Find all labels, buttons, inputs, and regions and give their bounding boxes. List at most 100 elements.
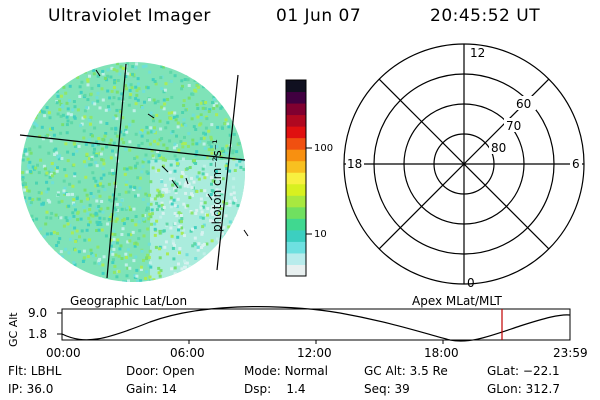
status-gcalt: GC Alt: 3.5 Re — [364, 364, 448, 378]
globe-speckle-pixel — [242, 211, 245, 214]
globe-speckle-pixel — [231, 273, 235, 277]
globe-speckle-pixel — [91, 254, 95, 258]
globe-speckle-pixel — [128, 89, 132, 92]
globe-speckle-pixel — [237, 275, 241, 278]
globe-speckle-pixel — [26, 164, 30, 168]
globe-speckle-pixel — [100, 228, 104, 232]
globe-speckle-pixel — [61, 104, 65, 108]
globe-speckle-pixel — [95, 154, 99, 158]
globe-speckle-pixel — [175, 62, 179, 66]
globe-speckle-pixel — [108, 142, 112, 146]
globe-speckle-pixel — [243, 254, 245, 258]
globe-speckle-pixel — [56, 166, 59, 170]
globe-speckle-pixel — [47, 111, 51, 115]
globe-speckle-pixel — [149, 180, 153, 184]
globe-speckle-pixel — [55, 151, 59, 155]
globe-speckle-pixel — [201, 167, 205, 171]
colorbar-ticks — [306, 147, 312, 235]
globe-speckle-pixel — [205, 242, 209, 246]
globe-speckle-pixel — [147, 256, 151, 259]
globe-speckle-pixel — [125, 206, 129, 210]
globe-speckle-pixel — [68, 84, 72, 88]
globe-speckle-pixel — [169, 226, 173, 230]
globe-speckle-pixel — [132, 188, 136, 191]
globe-speckle-pixel — [211, 212, 215, 216]
globe-speckle-pixel — [210, 123, 214, 127]
globe-speckle-pixel — [126, 248, 130, 252]
globe-speckle-pixel — [92, 176, 96, 180]
globe-speckle-pixel — [87, 118, 91, 122]
globe-speckle-pixel — [160, 203, 164, 207]
globe-speckle-pixel — [227, 109, 231, 113]
globe-speckle-pixel — [101, 210, 105, 214]
globe-speckle-pixel — [146, 86, 150, 90]
status-dsp-label: Dsp: — [244, 382, 272, 396]
globe-speckle-pixel — [227, 84, 231, 88]
globe-speckle-pixel — [202, 85, 206, 89]
globe-speckle-pixel — [202, 101, 206, 105]
globe-speckle-pixel — [65, 101, 69, 105]
globe-speckle-pixel — [150, 149, 154, 153]
globe-speckle-pixel — [211, 148, 214, 152]
globe-speckle-pixel — [91, 101, 95, 105]
globe-speckle-pixel — [142, 234, 146, 238]
globe-speckle-pixel — [67, 251, 71, 255]
globe-speckle-pixel — [155, 113, 159, 117]
globe-speckle-pixel — [175, 214, 179, 218]
globe-speckle-pixel — [238, 159, 242, 163]
globe-speckle-pixel — [194, 128, 198, 131]
status-glon-label: GLon: — [487, 382, 522, 396]
status-gcalt-label: GC Alt: — [364, 364, 406, 378]
globe-speckle-pixel — [195, 142, 199, 146]
globe-speckle-pixel — [202, 278, 206, 282]
globe-speckle-pixel — [229, 192, 233, 196]
globe-speckle-pixel — [185, 253, 189, 257]
globe-speckle-pixel — [89, 92, 93, 96]
globe-speckle-pixel — [73, 105, 77, 109]
globe-speckle-pixel — [62, 179, 66, 183]
globe-speckle-pixel — [94, 211, 98, 215]
globe-speckle-pixel — [199, 201, 203, 205]
globe-speckle-pixel — [62, 70, 66, 74]
globe-speckle-pixel — [152, 278, 156, 282]
globe-speckle-pixel — [207, 66, 211, 70]
globe-speckle-pixel — [25, 152, 29, 156]
globe-speckle-pixel — [49, 79, 53, 83]
globe-speckle-pixel — [30, 104, 34, 108]
globe-speckle-pixel — [70, 231, 74, 235]
globe-speckle-pixel — [212, 106, 216, 110]
globe-speckle-pixel — [180, 171, 184, 174]
globe-speckle-pixel — [119, 110, 123, 114]
globe-speckle-pixel — [55, 101, 59, 105]
globe-speckle-pixel — [50, 211, 54, 215]
globe-speckle-pixel — [42, 70, 46, 74]
globe-speckle-pixel — [122, 141, 126, 145]
globe-speckle-pixel — [27, 119, 31, 123]
globe-speckle-pixel — [41, 75, 45, 78]
globe-speckle-pixel — [114, 208, 118, 212]
globe-speckle-pixel — [23, 241, 27, 245]
globe-speckle-pixel — [194, 257, 198, 260]
globe-speckle-pixel — [174, 191, 178, 195]
globe-speckle-pixel — [93, 126, 97, 130]
grid-latitude-line — [19, 134, 246, 161]
globe-speckle-pixel — [194, 89, 198, 93]
globe-speckle-pixel — [72, 283, 75, 286]
globe-speckle-pixel — [99, 152, 103, 156]
globe-speckle-pixel — [142, 90, 146, 93]
globe-speckle-pixel — [131, 230, 135, 234]
status-seq-value: 39 — [394, 382, 410, 396]
globe-speckle-pixel — [73, 226, 77, 230]
globe-speckle-pixel — [21, 177, 24, 181]
globe-speckle-pixel — [158, 193, 162, 197]
globe-speckle-pixel — [97, 84, 101, 88]
globe-speckle-pixel — [227, 172, 231, 176]
globe-speckle-pixel — [228, 62, 232, 66]
globe-speckle-pixel — [45, 93, 49, 97]
globe-speckle-pixel — [135, 155, 139, 159]
globe-speckle-pixel — [38, 135, 42, 138]
globe-speckle-pixel — [158, 119, 162, 123]
globe-speckle-pixel — [148, 212, 152, 216]
globe-speckle-pixel — [202, 164, 206, 168]
colorbar-segment — [286, 264, 306, 277]
